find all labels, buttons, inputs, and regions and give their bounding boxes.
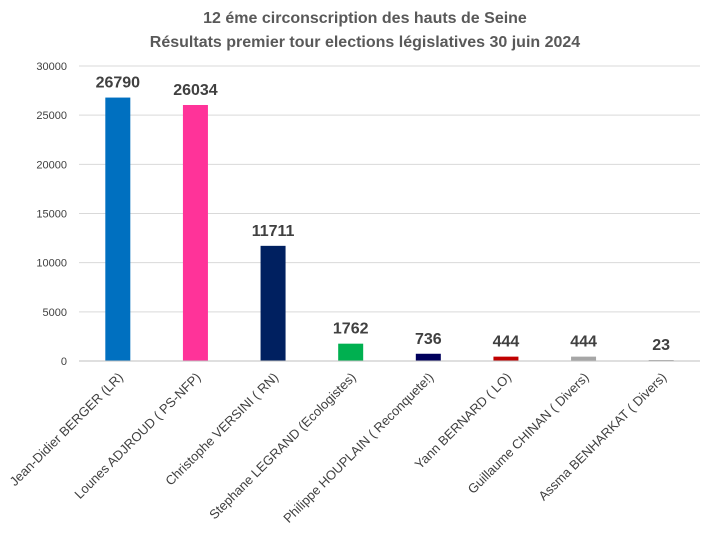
y-tick-label: 20000 (36, 159, 67, 171)
data-labels: 26790 26034 11711 1762 736 444 444 23 (96, 75, 671, 354)
y-tick-label: 10000 (36, 258, 67, 270)
category-label: Assma BENHARKAT ( Divers) (535, 370, 669, 504)
category-label: Lounes ADJROUD ( PS-NFP) (71, 370, 203, 502)
data-label: 444 (493, 334, 520, 351)
bar (105, 97, 131, 361)
bar (415, 353, 441, 361)
y-tick-label: 25000 (36, 110, 67, 122)
y-tick-label: 30000 (36, 61, 67, 73)
bar (338, 343, 364, 361)
data-label: 26790 (96, 75, 141, 92)
data-label: 26034 (173, 82, 218, 99)
y-tick-label: 5000 (43, 307, 67, 319)
bars (105, 97, 674, 362)
category-label: Philippe HOUPLAIN ( Reconquete!) (280, 370, 436, 526)
data-label: 23 (652, 337, 670, 354)
y-axis-ticks: 0 5000 10000 15000 20000 25000 30000 (36, 61, 67, 368)
data-label: 736 (415, 331, 442, 348)
data-label: 1762 (333, 321, 369, 338)
data-label: 11711 (252, 223, 295, 240)
category-label: Stephane LEGRAND (Ecologistes) (206, 370, 359, 523)
chart-title: 12 éme circonscription des hauts de Sein… (203, 10, 527, 27)
bar (182, 104, 208, 362)
category-labels: Jean-Didier BERGER (LR)Lounes ADJROUD ( … (7, 370, 670, 526)
gridlines (79, 65, 700, 313)
bar (571, 356, 597, 361)
data-label: 444 (570, 334, 597, 351)
y-tick-label: 15000 (36, 209, 67, 221)
chart-subtitle: Résultats premier tour elections législa… (150, 34, 581, 51)
bar (493, 356, 519, 361)
y-tick-label: 0 (61, 356, 67, 368)
bar (260, 245, 286, 361)
